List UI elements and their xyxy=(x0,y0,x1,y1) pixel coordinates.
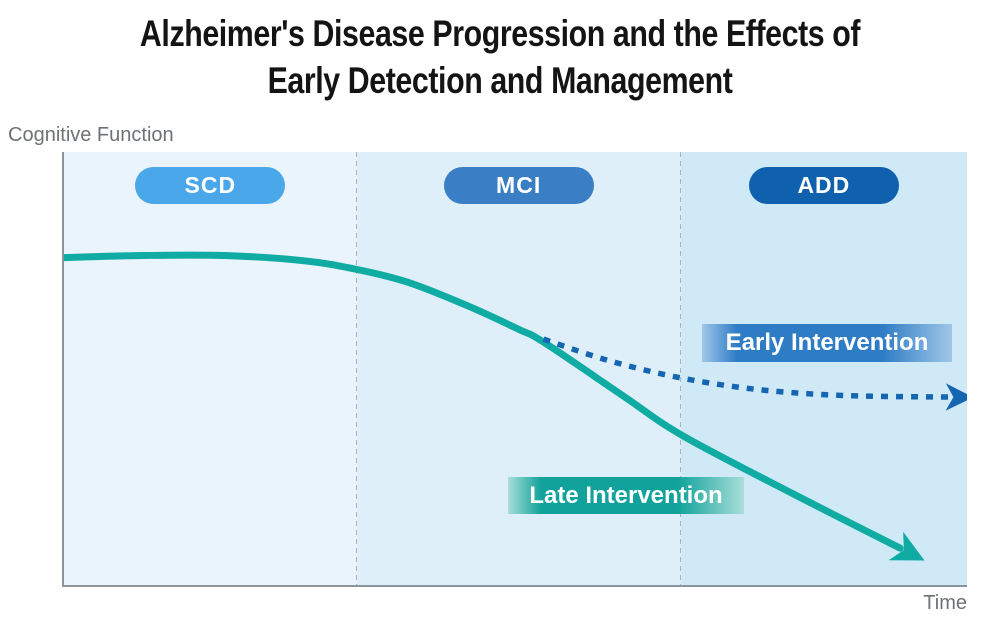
early-intervention-label: Early Intervention xyxy=(702,324,952,362)
stage-pill-mci: MCI xyxy=(443,167,594,204)
early-intervention-curve xyxy=(542,336,967,411)
stage-pill-scd: SCD xyxy=(135,167,286,204)
stage-separator-1 xyxy=(355,152,357,585)
late-intervention-curve xyxy=(64,251,925,561)
late-intervention-label: Late Intervention xyxy=(508,477,744,514)
chart-title: Alzheimer's Disease Progression and the … xyxy=(90,10,910,104)
late-intervention-label-text: Late Intervention xyxy=(529,481,723,509)
stage-pill-add: ADD xyxy=(748,167,899,204)
stage-band-scd: SCD xyxy=(64,152,357,585)
curves-svg xyxy=(64,251,967,561)
x-axis-label: Time xyxy=(923,592,967,614)
chart-title-line-1: Alzheimer's Disease Progression and the … xyxy=(139,13,861,54)
early-intervention-label-text: Early Intervention xyxy=(725,329,929,356)
plot-area: SCD MCI ADD Early Intervention Late Interv… xyxy=(62,152,967,587)
stage-separator-2 xyxy=(679,152,681,585)
chart-title-line-2: Early Detection and Management xyxy=(267,60,733,101)
y-axis-label: Cognitive Function xyxy=(8,124,174,146)
